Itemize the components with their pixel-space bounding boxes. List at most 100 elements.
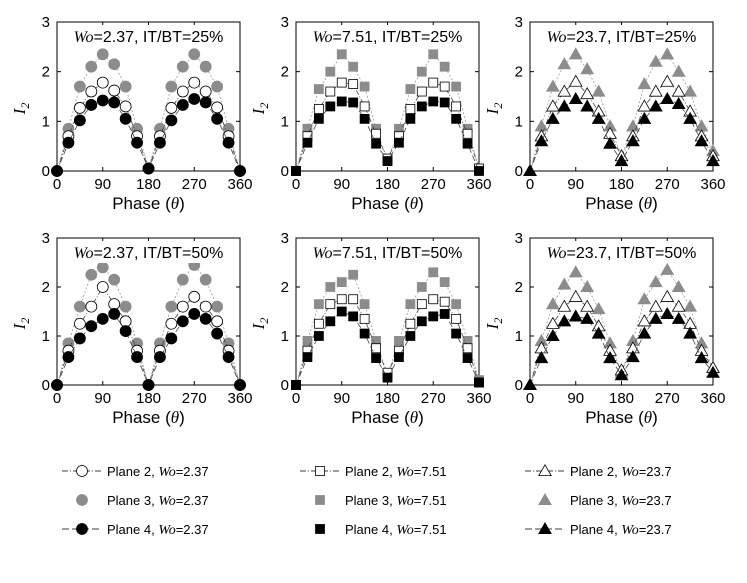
data-point bbox=[108, 273, 121, 286]
y-tick-label: 2 bbox=[42, 279, 50, 296]
data-point bbox=[313, 104, 324, 114]
data-point bbox=[325, 66, 336, 77]
y-tick-label: 1 bbox=[515, 328, 523, 345]
data-point bbox=[545, 297, 560, 310]
x-tick-label: 270 bbox=[655, 390, 680, 407]
y-tick-label: 3 bbox=[281, 14, 289, 31]
data-point bbox=[325, 282, 336, 292]
data-point bbox=[131, 351, 143, 363]
data-point bbox=[382, 372, 393, 383]
x-axis-title: Phase (θ) bbox=[351, 408, 424, 427]
data-point bbox=[325, 299, 336, 310]
data-point bbox=[313, 84, 324, 94]
data-point bbox=[706, 154, 720, 167]
data-point bbox=[371, 353, 381, 363]
x-axis-title: Phase (θ) bbox=[585, 194, 658, 213]
legend-label: Plane 2, Wo=7.51 bbox=[345, 464, 447, 480]
x-tick-label: 270 bbox=[182, 390, 207, 407]
data-point bbox=[451, 299, 462, 310]
panel-title: Wo=23.7, IT/BT=25% bbox=[547, 29, 697, 46]
data-point bbox=[428, 77, 439, 88]
data-point bbox=[671, 279, 686, 293]
y-tick-label: 1 bbox=[281, 328, 289, 345]
x-tick-label: 90 bbox=[567, 390, 584, 407]
x-tick-label: 0 bbox=[292, 390, 300, 407]
legend-entry: Plane 3, Wo=23.7 bbox=[538, 492, 672, 509]
data-point bbox=[176, 85, 189, 98]
data-point bbox=[336, 294, 347, 305]
legend-entry: Plane 2, Wo=7.51 bbox=[300, 464, 447, 480]
x-tick-label: 360 bbox=[700, 176, 725, 193]
y-axis-title: I2 bbox=[10, 318, 32, 331]
data-point bbox=[683, 84, 698, 97]
legend-entry: Plane 3, Wo=7.51 bbox=[315, 493, 447, 509]
y-axis-title: I2 bbox=[249, 318, 271, 331]
data-point bbox=[119, 112, 132, 125]
data-point bbox=[325, 86, 336, 97]
data-point bbox=[439, 277, 450, 288]
data-point bbox=[648, 84, 663, 97]
data-point bbox=[591, 302, 606, 315]
data-point bbox=[545, 328, 560, 342]
data-point bbox=[405, 331, 416, 341]
legend-marker bbox=[538, 463, 552, 477]
data-point bbox=[603, 136, 617, 149]
data-point bbox=[557, 57, 572, 70]
data-point bbox=[394, 352, 404, 362]
data-point bbox=[648, 54, 663, 67]
data-point bbox=[188, 290, 201, 303]
data-point bbox=[371, 128, 381, 139]
data-point bbox=[325, 316, 336, 327]
y-axis-title: I2 bbox=[249, 103, 271, 116]
data-point bbox=[348, 294, 359, 305]
data-point bbox=[211, 112, 224, 125]
x-tick-label: 360 bbox=[466, 176, 491, 193]
x-axis-title: Phase (θ) bbox=[351, 194, 424, 213]
data-point bbox=[234, 165, 246, 177]
y-tick-label: 0 bbox=[42, 377, 50, 394]
legend-marker bbox=[315, 466, 325, 476]
data-point bbox=[176, 273, 189, 286]
x-tick-label: 0 bbox=[292, 176, 300, 193]
data-point bbox=[545, 111, 560, 124]
data-point bbox=[660, 289, 675, 302]
data-point bbox=[211, 327, 224, 340]
data-point bbox=[614, 154, 629, 167]
data-point bbox=[660, 74, 675, 87]
data-point bbox=[176, 300, 189, 313]
chart-panel-5: 0 1 2 3 0 90 180 270 360 Phase (θ) I2 Wo=7.51, IT/B… bbox=[249, 230, 492, 427]
data-point bbox=[648, 311, 663, 324]
legend-entry: Plane 2, Wo=23.7 bbox=[525, 463, 672, 480]
data-point bbox=[405, 318, 416, 329]
data-point bbox=[568, 309, 583, 322]
data-point bbox=[176, 315, 189, 328]
data-point bbox=[199, 96, 212, 109]
data-point bbox=[580, 279, 595, 293]
data-point bbox=[73, 114, 86, 127]
x-tick-label: 0 bbox=[53, 390, 61, 407]
chart-panel-2: 0 1 2 3 0 90 180 270 360 Phase (θ) I2 Wo=7.51, IT/B… bbox=[249, 14, 492, 213]
data-point bbox=[568, 91, 583, 105]
data-point bbox=[671, 96, 686, 109]
data-point bbox=[176, 60, 189, 73]
data-point bbox=[108, 298, 121, 311]
data-point bbox=[154, 136, 166, 149]
legend-entry: Plane 4, Wo=2.37 bbox=[62, 522, 209, 538]
legend-marker bbox=[76, 465, 88, 477]
legend-marker bbox=[538, 492, 552, 506]
data-point bbox=[648, 275, 663, 288]
data-point bbox=[96, 94, 109, 107]
data-point bbox=[405, 104, 416, 114]
y-tick-label: 1 bbox=[42, 113, 50, 130]
data-point bbox=[188, 93, 201, 105]
data-point bbox=[462, 353, 473, 363]
chart-panel-4: 0 1 2 3 0 90 180 270 360 Phase (θ) I2 Wo=2.37, IT/B… bbox=[10, 230, 253, 427]
data-point bbox=[154, 351, 166, 363]
data-point bbox=[199, 312, 212, 325]
data-point bbox=[165, 317, 178, 330]
y-tick-label: 3 bbox=[515, 230, 523, 247]
y-tick-label: 0 bbox=[281, 163, 289, 180]
data-point bbox=[165, 300, 178, 313]
data-point bbox=[85, 99, 98, 111]
data-point bbox=[534, 134, 549, 147]
